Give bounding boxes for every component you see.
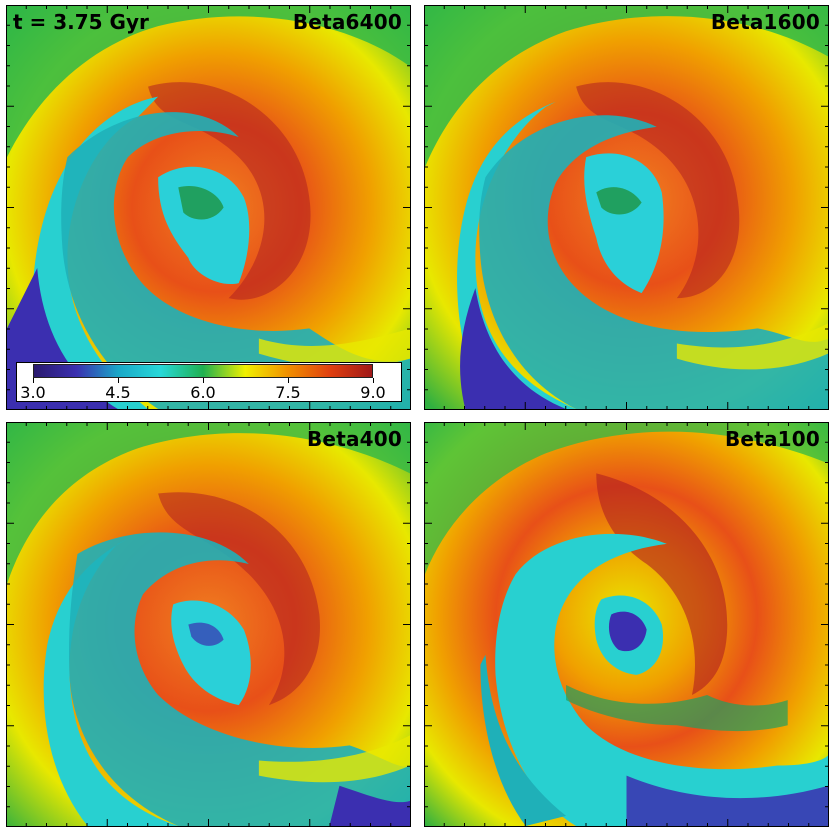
panel-beta1600: Beta1600 — [424, 5, 829, 410]
colorbar-tick-label: 6.0 — [190, 383, 216, 402]
panel-label: Beta100 — [724, 427, 820, 451]
panel-beta400: Beta400 — [6, 422, 411, 827]
panel-label: Beta1600 — [710, 10, 820, 34]
colorbar-tick-label: 7.5 — [275, 383, 301, 402]
panel-beta100: Beta100 — [424, 422, 829, 827]
colorbar-tick-label: 3.0 — [20, 383, 46, 402]
colorbar-tick — [288, 378, 289, 383]
colorbar-tick — [33, 378, 34, 383]
time-label: t = 3.75 Gyr — [13, 10, 149, 34]
colorbar: 3.0 4.5 6.0 7.5 9.0 — [16, 362, 402, 402]
colorbar-tick — [373, 378, 374, 383]
panel-label: Beta6400 — [292, 10, 402, 34]
colorbar-gradient — [33, 364, 373, 378]
panel-beta6400: t = 3.75 Gyr Beta6400 3.0 4.5 6.0 7.5 9.0 — [6, 5, 411, 410]
temperature-map-beta1600 — [425, 6, 828, 409]
colorbar-tick — [203, 378, 204, 383]
colorbar-tick — [118, 378, 119, 383]
temperature-map-beta400 — [7, 423, 410, 826]
panel-label: Beta400 — [306, 427, 402, 451]
colorbar-tick-label: 9.0 — [360, 383, 386, 402]
colorbar-ticks — [33, 378, 374, 384]
temperature-map-beta6400 — [7, 6, 410, 409]
temperature-map-beta100 — [425, 423, 828, 826]
colorbar-tick-label: 4.5 — [105, 383, 131, 402]
